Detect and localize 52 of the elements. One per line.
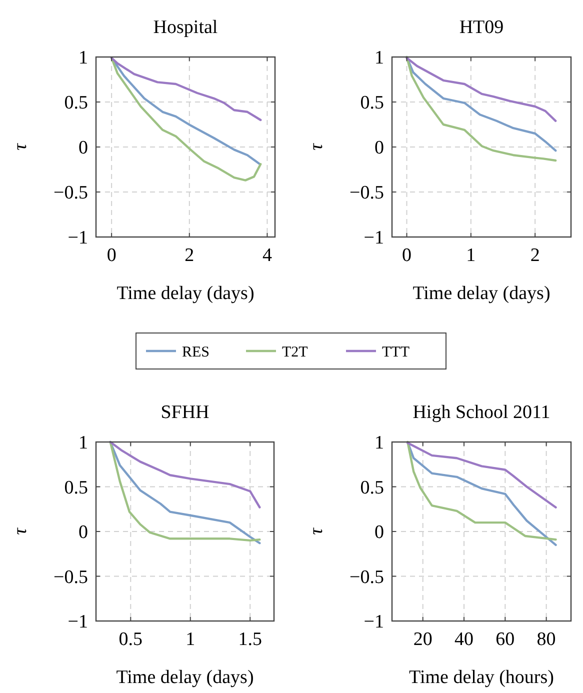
legend-label: T2T bbox=[282, 344, 308, 360]
chart-title: HT09 bbox=[459, 17, 504, 38]
y-tick-label: 0 bbox=[374, 138, 384, 159]
x-axis-title: Time delay (days) bbox=[116, 667, 254, 688]
y-tick-label: 1 bbox=[374, 48, 384, 69]
x-tick-label: 2 bbox=[530, 245, 540, 266]
x-axis-title: Time delay (hours) bbox=[409, 667, 554, 688]
legend-label: TTT bbox=[382, 344, 410, 360]
y-tick-label: 0.5 bbox=[64, 92, 88, 114]
line-series bbox=[109, 440, 261, 508]
y-tick-label: −1 bbox=[364, 228, 384, 249]
chart-title: High School 2011 bbox=[412, 402, 550, 423]
x-tick-label: 0.5 bbox=[118, 629, 143, 650]
y-tick-label: −1 bbox=[68, 228, 88, 249]
x-tick-label: 20 bbox=[413, 629, 432, 650]
y-tick-label: 0 bbox=[78, 522, 88, 544]
x-tick-label: 1.5 bbox=[238, 629, 262, 650]
y-tick-label: −1 bbox=[68, 612, 88, 633]
y-tick-label: 0 bbox=[78, 138, 88, 159]
y-tick-label: −1 bbox=[364, 612, 384, 633]
y-axis-title: τ bbox=[306, 526, 327, 535]
x-tick-label: 2 bbox=[184, 245, 194, 266]
y-tick-label: 1 bbox=[374, 432, 384, 454]
y-tick-label: 0.5 bbox=[64, 477, 88, 498]
chart-title: SFHH bbox=[160, 402, 210, 423]
legend-label: RES bbox=[182, 344, 210, 360]
x-tick-label: 0 bbox=[402, 245, 412, 266]
y-tick-label: 0.5 bbox=[360, 92, 384, 114]
y-axis-title: τ bbox=[10, 142, 31, 150]
x-tick-label: 1 bbox=[186, 629, 196, 650]
y-tick-label: 1 bbox=[78, 432, 88, 454]
y-tick-label: −0.5 bbox=[54, 182, 88, 204]
y-tick-label: 0 bbox=[374, 522, 384, 544]
x-axis-title: Time delay (days) bbox=[116, 283, 254, 304]
x-tick-label: 80 bbox=[536, 629, 556, 650]
y-tick-label: 1 bbox=[78, 48, 88, 69]
y-tick-label: −0.5 bbox=[54, 566, 88, 588]
y-tick-label: 0.5 bbox=[360, 477, 384, 498]
x-tick-label: 1 bbox=[466, 245, 476, 266]
y-tick-label: −0.5 bbox=[350, 182, 384, 204]
x-tick-label: 40 bbox=[454, 629, 474, 650]
x-tick-label: 4 bbox=[262, 245, 272, 266]
x-axis-title: Time delay (days) bbox=[412, 283, 550, 304]
y-tick-label: −0.5 bbox=[350, 566, 384, 588]
line-series bbox=[406, 56, 557, 122]
line-series bbox=[110, 56, 262, 122]
x-tick-label: 60 bbox=[496, 629, 515, 650]
chart-title: Hospital bbox=[153, 17, 218, 38]
x-tick-label: 0 bbox=[106, 245, 116, 266]
y-axis-title: τ bbox=[306, 142, 327, 150]
line-series bbox=[406, 442, 557, 508]
y-axis-title: τ bbox=[10, 526, 31, 535]
